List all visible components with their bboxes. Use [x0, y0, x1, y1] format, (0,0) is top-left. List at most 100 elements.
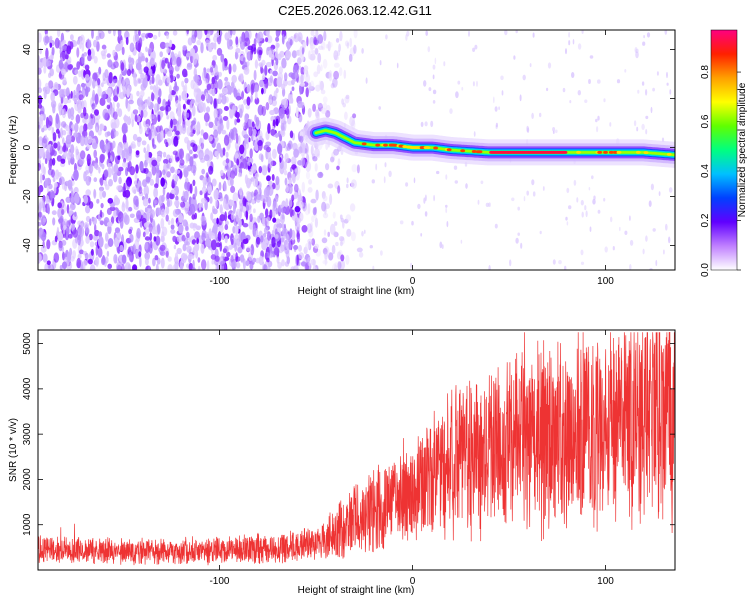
- spectrogram-cell: [306, 36, 309, 47]
- spectrogram-cell: [116, 231, 122, 241]
- spectrogram-cell: [214, 150, 218, 157]
- spectrogram-cell: [41, 174, 46, 181]
- spectrogram-cell: [56, 141, 61, 152]
- spectrogram-cell: [149, 232, 153, 241]
- spectrogram-cell: [310, 30, 315, 36]
- spectrogram-cell: [235, 47, 241, 54]
- spectrogram-cell: [120, 62, 125, 71]
- spectrogram-cell: [54, 169, 60, 180]
- spectrogram-cell: [314, 148, 320, 158]
- spectrogram-cell: [124, 262, 131, 270]
- spectrogram-cell: [140, 55, 146, 62]
- spectrogram-cell: [300, 261, 307, 267]
- spectrogram-cell: [138, 186, 143, 195]
- spectrogram-cell: [194, 185, 198, 197]
- spectrogram-cell: [38, 95, 43, 105]
- spectrogram-cell: [174, 169, 181, 174]
- spectrogram-cell: [99, 154, 105, 164]
- spectrogram-cell: [411, 220, 414, 226]
- spectrogram-cell: [271, 236, 276, 248]
- spectrogram-cell: [139, 95, 143, 100]
- spectrogram-cell: [106, 207, 112, 215]
- spectrogram-cell: [116, 107, 120, 114]
- spectrogram-cell: [321, 237, 328, 244]
- spectrogram-cell: [275, 50, 279, 59]
- spectrogram-cell: [643, 35, 645, 39]
- spectrogram-cell: [72, 229, 78, 238]
- spectrogram-cell: [424, 211, 428, 217]
- spectrogram-cell: [235, 92, 241, 101]
- spectrogram-cell: [47, 115, 53, 127]
- spectrogram-cell: [38, 162, 41, 171]
- spectrogram-cell: [142, 198, 149, 207]
- spectrogram-cell: [63, 61, 69, 72]
- spectrogram-cell: [330, 83, 335, 89]
- spectrogram-cell: [308, 50, 311, 60]
- spectrogram-cell: [265, 208, 269, 218]
- spectrogram-cell: [321, 201, 327, 212]
- spectrogram-cell: [115, 43, 122, 52]
- spectrogram-cell: [485, 202, 490, 207]
- spectrogram-cell: [239, 39, 246, 50]
- spectrogram-cell: [275, 58, 279, 66]
- spectrogram-cell: [266, 35, 273, 44]
- spectrogram-cell: [76, 47, 80, 58]
- x-tick-label: 100: [597, 576, 614, 587]
- spectrogram-cell: [232, 192, 239, 203]
- spectrogram-cell: [168, 85, 172, 96]
- snr-x-label: Height of straight line (km): [298, 585, 415, 596]
- spectrogram-cell: [565, 216, 568, 221]
- spectrogram-cell: [650, 183, 655, 191]
- spectrogram-cell: [266, 175, 271, 182]
- spectrogram-cell: [121, 149, 125, 160]
- spectrogram-cell: [158, 30, 161, 38]
- spectrogram-cell: [577, 90, 581, 96]
- spectrogram-cell: [215, 242, 221, 248]
- spectrogram-cell: [122, 142, 127, 148]
- spectrogram-cell: [239, 108, 243, 119]
- spectrogram-cell: [250, 83, 254, 96]
- spectrogram-cell: [446, 221, 449, 228]
- spectrogram-cell: [297, 32, 303, 43]
- spectrogram-cell: [122, 212, 128, 223]
- spectrogram-cell: [58, 59, 63, 70]
- spectrogram-cell: [301, 47, 305, 55]
- spectrogram-cell: [213, 108, 218, 120]
- spectrogram-cell: [375, 163, 378, 171]
- colorbar-tick-label: 0.4: [700, 164, 711, 178]
- spectrogram-cell: [241, 91, 244, 100]
- spectrogram-cell: [322, 102, 328, 110]
- spectrogram-cell: [147, 32, 154, 39]
- spectrogram-cell: [523, 196, 526, 202]
- spectrogram-cell: [212, 205, 215, 214]
- spectrogram-cell: [645, 89, 648, 96]
- spectrogram-cell: [234, 52, 239, 60]
- spectrogram-cell: [634, 47, 638, 53]
- spectrogram-cell: [154, 255, 159, 261]
- spectrogram-cell: [201, 138, 205, 144]
- spectrogram-cell: [134, 173, 138, 180]
- y-tick-label: 0: [22, 144, 33, 150]
- spectrogram-cell: [99, 209, 103, 218]
- spectrogram-cell: [61, 208, 65, 216]
- spectrogram-cell: [183, 201, 190, 213]
- spectrogram-cell: [174, 81, 178, 92]
- spectrogram-cell: [349, 115, 355, 127]
- spectrogram-cell: [568, 40, 571, 46]
- colorbar-tick-label: 0.0: [700, 263, 711, 277]
- spectrogram-cell: [77, 253, 82, 259]
- spectrogram-cell: [75, 114, 81, 124]
- spectrogram-cell: [198, 101, 205, 113]
- spectrogram-cell: [116, 185, 123, 191]
- spectrogram-cell: [320, 107, 327, 114]
- spectrogram-cell: [113, 78, 118, 84]
- spectrogram-cell: [300, 73, 304, 84]
- spectrogram-cell: [223, 198, 227, 210]
- spectrogram-cell: [500, 75, 504, 81]
- spectrogram-cell: [171, 55, 177, 66]
- spectrogram-cell: [161, 226, 168, 237]
- spectrogram-cell: [268, 99, 273, 104]
- spectrogram-cell: [274, 218, 281, 224]
- spectrogram-cell: [53, 252, 60, 263]
